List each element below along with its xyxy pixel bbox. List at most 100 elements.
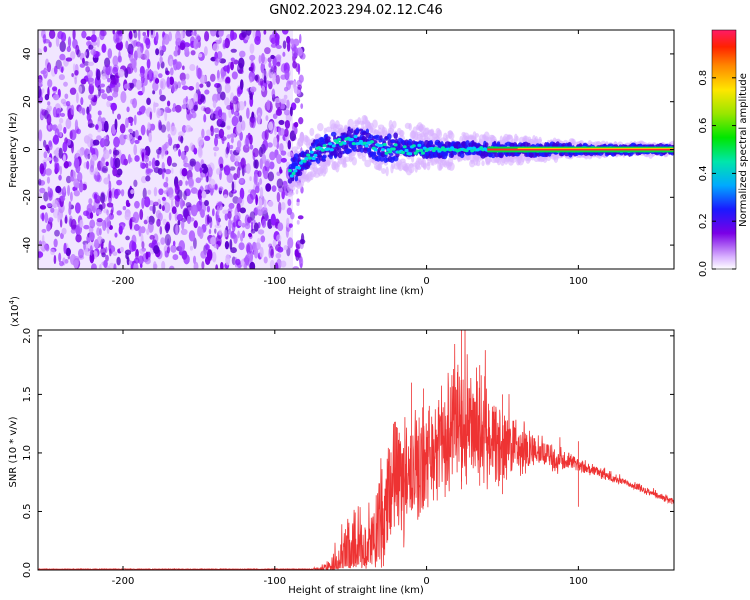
- noise-speckle: [89, 212, 94, 219]
- noise-speckle: [290, 211, 295, 220]
- noise-speckle: [158, 45, 163, 58]
- noise-speckle: [133, 179, 138, 188]
- ridge-center-dot: [382, 142, 387, 147]
- noise-speckle: [65, 100, 71, 107]
- noise-speckle: [229, 149, 233, 155]
- noise-speckle: [46, 223, 51, 232]
- noise-speckle: [254, 74, 259, 82]
- noise-speckle: [294, 249, 299, 258]
- noise-speckle: [249, 189, 257, 200]
- noise-speckle: [116, 82, 121, 88]
- colorbar-gradient: [711, 29, 737, 270]
- colorbar-tick-label: 0.0: [698, 261, 709, 277]
- noise-speckle: [211, 208, 215, 217]
- noise-speckle: [59, 218, 63, 228]
- ridge-core-dot: [359, 147, 365, 153]
- noise-speckle: [41, 228, 47, 233]
- noise-speckle: [112, 167, 118, 177]
- noise-speckle: [41, 109, 47, 116]
- ridge-halo-dot: [361, 155, 367, 162]
- noise-speckle: [93, 193, 98, 200]
- y-tick-label: 1.0: [22, 445, 33, 461]
- noise-speckle: [53, 254, 57, 265]
- noise-speckle: [231, 222, 236, 233]
- noise-speckle: [91, 154, 98, 162]
- ridge-core-dot: [459, 152, 465, 159]
- noise-speckle: [63, 185, 66, 193]
- noise-speckle: [173, 50, 179, 57]
- noise-speckle: [84, 51, 87, 56]
- ridge-core-dot: [374, 134, 381, 141]
- noise-speckle: [125, 235, 130, 241]
- noise-speckle: [169, 76, 175, 86]
- ridge-halo-dot: [470, 159, 474, 164]
- noise-speckle: [101, 202, 106, 209]
- noise-speckle: [297, 84, 302, 90]
- noise-speckle: [87, 123, 95, 128]
- noise-speckle: [166, 246, 171, 254]
- noise-speckle: [264, 129, 269, 141]
- snr-y-axis: 0.0 0.5 1.0 1.5 2.0: [22, 328, 674, 578]
- noise-speckle: [169, 265, 175, 269]
- noise-speckle: [280, 157, 287, 163]
- noise-speckle: [54, 229, 60, 237]
- noise-speckle: [124, 212, 131, 221]
- noise-speckle: [120, 189, 125, 197]
- noise-speckle: [214, 224, 222, 229]
- noise-speckle: [156, 148, 162, 155]
- noise-speckle: [230, 48, 237, 53]
- noise-speckle: [164, 67, 169, 75]
- noise-speckle: [119, 246, 124, 253]
- noise-speckle: [198, 227, 204, 240]
- noise-speckle: [180, 198, 184, 210]
- noise-speckle: [206, 175, 209, 183]
- ridge-core-dot: [309, 146, 313, 152]
- ridge-center-dot: [417, 143, 422, 147]
- noise-speckle: [199, 83, 204, 88]
- noise-speckle: [158, 88, 162, 96]
- noise-speckle: [284, 120, 291, 129]
- noise-speckle: [253, 247, 259, 259]
- noise-speckle: [239, 79, 244, 91]
- noise-speckle: [99, 30, 105, 41]
- noise-speckle: [138, 30, 141, 41]
- noise-speckle: [201, 128, 205, 139]
- noise-speckle: [57, 215, 60, 223]
- noise-speckle: [216, 214, 220, 226]
- noise-speckle: [224, 97, 230, 106]
- noise-speckle: [128, 128, 133, 133]
- noise-speckle: [65, 247, 71, 257]
- noise-speckle: [278, 119, 285, 126]
- noise-speckle: [210, 108, 214, 119]
- noise-speckle: [185, 73, 190, 80]
- noise-speckle: [167, 186, 174, 198]
- noise-speckle: [275, 108, 282, 116]
- noise-speckle: [283, 109, 291, 116]
- noise-speckle: [136, 46, 144, 59]
- noise-speckle: [220, 261, 224, 269]
- noise-speckle: [117, 55, 122, 63]
- ridge-core-dot: [297, 170, 303, 177]
- noise-speckle: [52, 93, 60, 101]
- noise-speckle: [213, 146, 220, 152]
- colorbar-tick-label: 0.4: [698, 165, 709, 181]
- noise-speckle: [125, 252, 129, 260]
- noise-speckle: [86, 203, 94, 213]
- noise-speckle: [72, 30, 76, 41]
- noise-speckle: [69, 130, 73, 140]
- ridge-core-dot: [484, 142, 489, 148]
- noise-speckle: [38, 192, 42, 199]
- noise-speckle: [246, 30, 252, 36]
- noise-speckle: [63, 160, 69, 169]
- noise-speckle: [146, 58, 151, 69]
- noise-speckle: [148, 132, 152, 143]
- ridge-halo-dot: [322, 164, 328, 175]
- noise-speckle: [292, 80, 297, 90]
- noise-speckle: [261, 206, 268, 215]
- ridge-core-dot: [390, 139, 396, 143]
- snr-line: [38, 330, 674, 570]
- noise-speckle: [78, 106, 84, 114]
- noise-speckle: [226, 125, 231, 130]
- ridge-halo-dot: [507, 134, 513, 140]
- noise-speckle: [210, 236, 216, 245]
